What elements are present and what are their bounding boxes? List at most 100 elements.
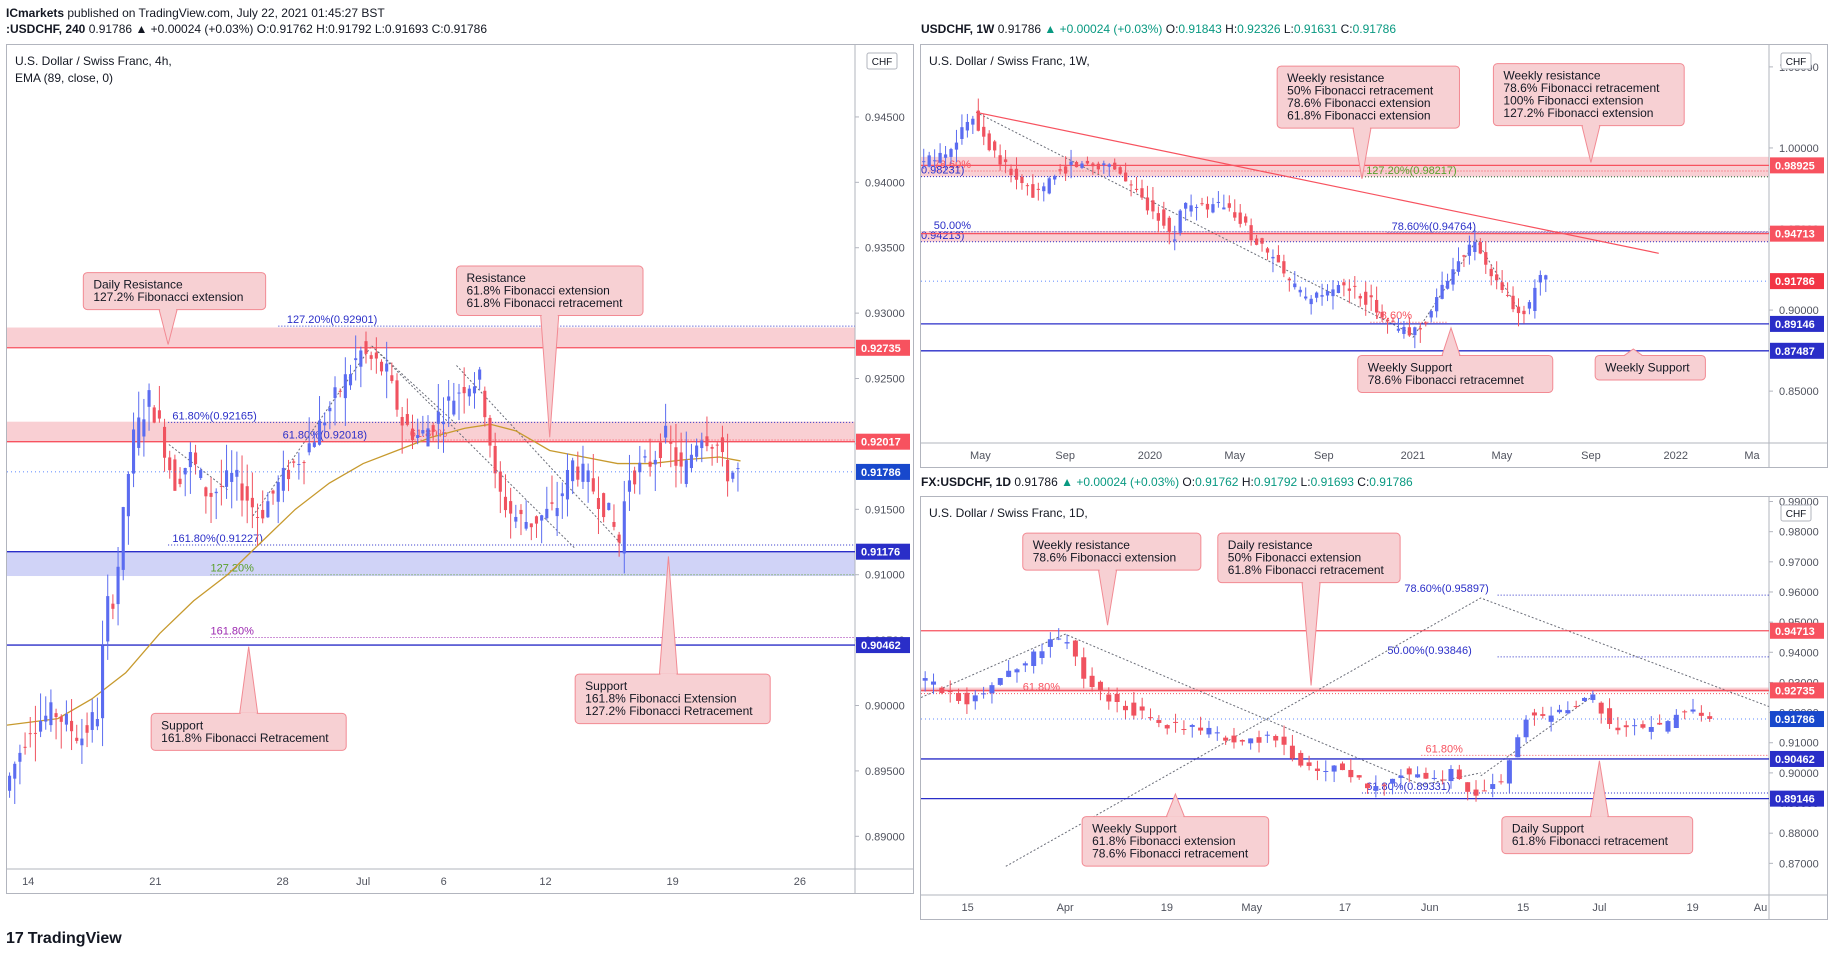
- candle-body: [1053, 176, 1057, 180]
- candle-body: [1565, 710, 1571, 714]
- candle-body: [452, 400, 456, 415]
- candle-body: [1582, 697, 1588, 701]
- candle-body: [1123, 172, 1128, 182]
- candle-body: [111, 603, 115, 609]
- candle-body: [204, 487, 208, 497]
- candle-body: [1347, 288, 1351, 291]
- candle-body: [939, 687, 945, 693]
- candle-body: [1540, 714, 1546, 716]
- callout-pointer: [1097, 569, 1118, 626]
- candle-body: [1096, 163, 1100, 170]
- publisher-name[interactable]: ICmarkets: [6, 6, 65, 20]
- callout-text: Daily resistance: [1228, 538, 1313, 552]
- chart-panel-daily[interactable]: 0.990000.980000.970000.960000.950000.940…: [920, 496, 1828, 920]
- price-zone: [921, 231, 1769, 242]
- candle-body: [1056, 638, 1062, 640]
- candle-body: [1533, 287, 1537, 311]
- candle-body: [1164, 725, 1170, 729]
- up-arrow-icon: ▲: [1061, 475, 1073, 489]
- candle-body: [23, 746, 27, 748]
- callout-text: 61.8% Fibonacci retracement: [1512, 834, 1669, 848]
- candle-body: [1022, 663, 1028, 666]
- candle-body: [199, 470, 203, 479]
- candle-body: [390, 375, 394, 381]
- time-tick-label: Apr: [1057, 902, 1074, 914]
- candle-body: [1381, 784, 1387, 786]
- tradingview-logo-icon: 17: [6, 930, 24, 947]
- candle-body: [627, 480, 632, 492]
- candle-body: [447, 396, 451, 401]
- candle-body: [1467, 244, 1472, 256]
- ema-line: [7, 423, 741, 726]
- candle-body: [1445, 280, 1450, 289]
- candle-body: [633, 470, 637, 485]
- main-change: +0.00024 (+0.03%): [150, 22, 254, 36]
- candle-body: [643, 456, 647, 458]
- candle-body: [1085, 160, 1090, 164]
- candle-body: [1129, 184, 1133, 186]
- candle-body: [503, 496, 508, 511]
- candle-body: [1314, 768, 1320, 771]
- candle-body: [54, 713, 58, 718]
- weekly-change: +0.00024 (+0.03%): [1059, 22, 1163, 36]
- price-axis-tag: [1770, 750, 1824, 767]
- candle-body: [1189, 725, 1195, 727]
- time-tick-label: 19: [1687, 902, 1699, 914]
- candle-body: [354, 358, 358, 361]
- candle-body: [1336, 285, 1341, 293]
- price-zone: [7, 551, 855, 577]
- candle-body: [524, 521, 528, 529]
- candle-body: [457, 392, 461, 394]
- chart-panel-4h[interactable]: 0.94500 0.94000 0.93500 0.93000 0.92500 0.920…: [6, 44, 914, 894]
- candle-body: [964, 692, 970, 705]
- candle-body: [976, 110, 980, 131]
- candle-body: [1511, 295, 1515, 310]
- fibonacci-level-label: 161.80%(0.91227): [172, 533, 263, 545]
- chart-weekly-svg[interactable]: 1.050001.000000.950000.900000.85000MaySe…: [921, 45, 1827, 467]
- candle-body: [1009, 168, 1013, 176]
- chart-daily-svg[interactable]: 0.990000.980000.970000.960000.950000.940…: [921, 497, 1827, 919]
- fibonacci-level-label: 50.00%: [934, 220, 972, 232]
- candle-body: [95, 719, 99, 727]
- candle-body: [736, 468, 740, 470]
- candle-body: [591, 478, 595, 492]
- candle-body: [1074, 162, 1079, 168]
- daily-change: +0.00024 (+0.03%): [1076, 475, 1180, 489]
- time-tick-label: May: [1241, 902, 1262, 914]
- price-axis-tag-label: 0.94713: [1775, 229, 1815, 241]
- candle-body: [1682, 711, 1688, 713]
- candle-body: [385, 363, 389, 372]
- candle-body: [1014, 168, 1019, 180]
- candle-body: [467, 388, 471, 397]
- candle-body: [965, 121, 970, 131]
- chart-panel-weekly[interactable]: 1.050001.000000.950000.900000.85000MaySe…: [920, 44, 1828, 468]
- candle-body: [700, 440, 704, 449]
- candle-body: [255, 516, 260, 518]
- callout-text: 78.6% Fibonacci extension: [1287, 96, 1430, 110]
- tradingview-footer[interactable]: 17 TradingView: [6, 930, 122, 948]
- candle-body: [602, 493, 606, 518]
- ema-indicator-label[interactable]: EMA (89, close, 0): [15, 71, 114, 85]
- candle-body: [126, 473, 130, 517]
- dotted-trend-line: [975, 111, 1414, 335]
- candle-body: [1339, 763, 1345, 771]
- candle-body: [431, 425, 435, 432]
- callout-pointer: [1165, 792, 1186, 818]
- candle-body: [266, 501, 270, 518]
- candle-body: [1380, 311, 1384, 318]
- dotted-trend-line: [1412, 239, 1520, 338]
- price-tick-label: 0.91500: [865, 504, 905, 516]
- candle-body: [1271, 256, 1275, 259]
- price-tick-label: 0.93000: [865, 308, 905, 320]
- candle-body: [1063, 166, 1068, 174]
- candle-body: [1289, 745, 1295, 759]
- candle-body: [64, 713, 68, 725]
- time-tick-label: 12: [539, 876, 551, 888]
- candle-body: [1348, 769, 1354, 778]
- callout-text: 127.2% Fibonacci extension: [1503, 106, 1653, 120]
- candle-body: [1140, 188, 1144, 198]
- candle-body: [1003, 159, 1008, 163]
- candle-body: [1304, 296, 1308, 299]
- candle-body: [545, 508, 549, 519]
- chart-4h-svg[interactable]: 0.94500 0.94000 0.93500 0.93000 0.92500 0.920…: [7, 45, 913, 893]
